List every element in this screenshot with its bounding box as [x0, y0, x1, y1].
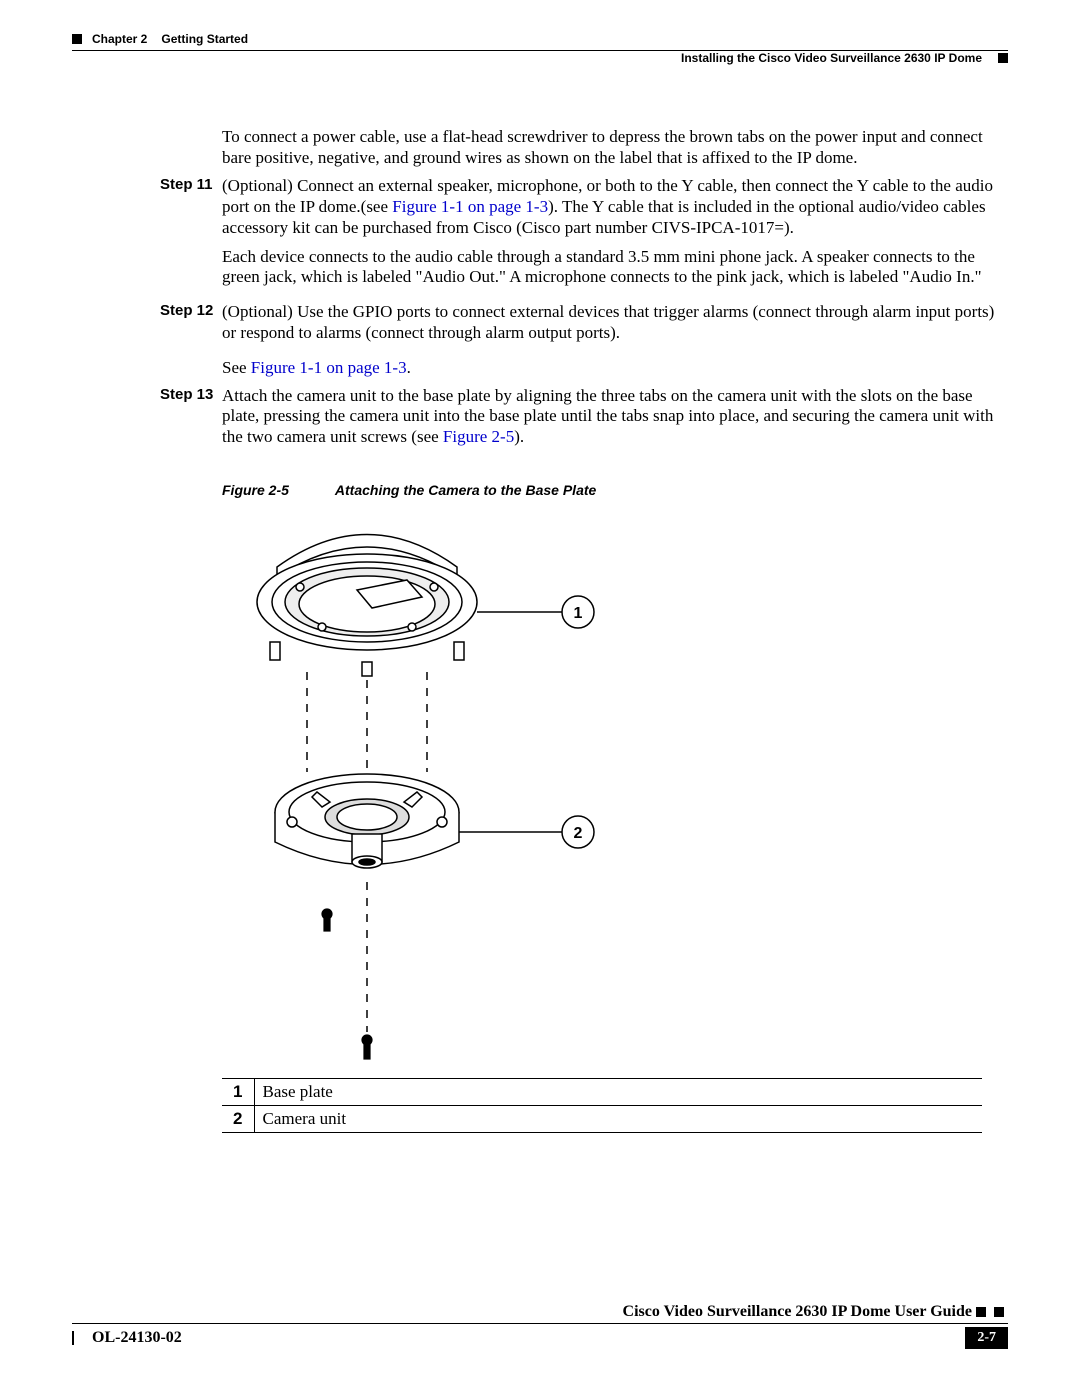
- doc-number: OL-24130-02: [92, 1329, 182, 1347]
- see-line: See Figure 1-1 on page 1-3.: [222, 358, 1008, 378]
- page-footer: Cisco Video Surveillance 2630 IP Dome Us…: [72, 1303, 1008, 1349]
- step-text: Attach the camera unit to the base plate…: [222, 386, 993, 446]
- see-text: See: [222, 358, 251, 377]
- header-left: Chapter 2 Getting Started: [72, 32, 248, 46]
- callout-2: 2: [574, 825, 583, 842]
- chapter-label: Chapter 2: [92, 32, 147, 46]
- step-11: Step 11 (Optional) Connect an external s…: [72, 176, 1008, 296]
- footer-rule: [72, 1323, 1008, 1324]
- table-row: 1 Base plate: [222, 1078, 982, 1105]
- step-text: ).: [514, 427, 524, 446]
- figure-caption: Figure 2-5 Attaching the Camera to the B…: [222, 482, 1008, 500]
- step-13: Step 13 Attach the camera unit to the ba…: [72, 386, 1008, 456]
- figure-diagram: 1 2: [222, 512, 622, 1072]
- header-square-icon: [998, 53, 1008, 63]
- guide-title: Cisco Video Surveillance 2630 IP Dome Us…: [623, 1303, 972, 1321]
- step-body: (Optional) Connect an external speaker, …: [222, 176, 1008, 296]
- header-square-icon: [72, 34, 82, 44]
- step-label: Step 13: [72, 386, 222, 456]
- callout-1: 1: [574, 605, 583, 622]
- step-text: Each device connects to the audio cable …: [222, 247, 1008, 288]
- legend-num: 1: [222, 1078, 254, 1105]
- footer-square-icon: [976, 1307, 986, 1317]
- footer-bar-icon: [72, 1331, 74, 1345]
- figure-link[interactable]: Figure 2-5: [443, 427, 514, 446]
- figure-legend: 1 Base plate 2 Camera unit: [222, 1078, 982, 1133]
- step-12: Step 12 (Optional) Use the GPIO ports to…: [72, 302, 1008, 351]
- figure-link[interactable]: Figure 1-1 on page 1-3: [392, 197, 548, 216]
- footer-square-icon: [994, 1307, 1004, 1317]
- header-right: Installing the Cisco Video Surveillance …: [681, 51, 1008, 65]
- content-body: To connect a power cable, use a flat-hea…: [72, 127, 1008, 1133]
- see-text: .: [407, 358, 411, 377]
- chapter-title: Getting Started: [161, 32, 248, 46]
- figure-number: Figure 2-5: [222, 482, 289, 498]
- section-title: Installing the Cisco Video Surveillance …: [681, 51, 982, 65]
- intro-paragraph: To connect a power cable, use a flat-hea…: [222, 127, 1008, 168]
- step-body: Attach the camera unit to the base plate…: [222, 386, 1008, 456]
- figure-link[interactable]: Figure 1-1 on page 1-3: [251, 358, 407, 377]
- step-body: (Optional) Use the GPIO ports to connect…: [222, 302, 1008, 351]
- step-text: (Optional) Use the GPIO ports to connect…: [222, 302, 1008, 343]
- legend-num: 2: [222, 1105, 254, 1132]
- camera-assembly-svg: 1 2: [222, 512, 622, 1072]
- figure-title: Attaching the Camera to the Base Plate: [335, 482, 596, 498]
- step-label: Step 12: [72, 302, 222, 351]
- legend-label: Base plate: [254, 1078, 982, 1105]
- page-header: Chapter 2 Getting Started: [72, 32, 1008, 46]
- page-number: 2-7: [965, 1327, 1008, 1349]
- table-row: 2 Camera unit: [222, 1105, 982, 1132]
- step-label: Step 11: [72, 176, 222, 296]
- legend-label: Camera unit: [254, 1105, 982, 1132]
